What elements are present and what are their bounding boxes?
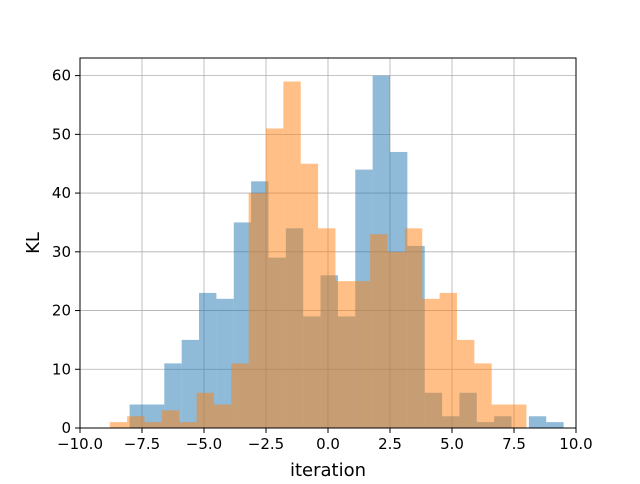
x-tick-label: 10.0: [559, 435, 592, 453]
x-tick-label: 7.5: [502, 435, 526, 453]
histogram-bar-series-2: [231, 363, 249, 428]
x-tick-label: −10.0: [57, 435, 103, 453]
histogram-bar-series-2: [161, 410, 180, 428]
histogram-bar-series-2: [179, 422, 197, 428]
histogram-bar-series-2: [422, 298, 440, 428]
y-tick-label: 30: [52, 243, 71, 261]
histogram-bar-series-2: [213, 404, 232, 428]
histogram-bar-series-2: [474, 363, 492, 428]
histogram-bar-series-2: [248, 193, 266, 428]
y-axis-label: KL: [23, 232, 44, 254]
y-ticks: 0 10 20 30 40 50 60: [52, 67, 80, 437]
y-tick-label: 40: [52, 184, 71, 202]
histogram-bar-series-2: [283, 81, 301, 428]
histogram-bar-series-2: [439, 292, 457, 428]
y-tick-label: 10: [52, 360, 71, 378]
histogram-bar-series-2: [144, 422, 162, 428]
histogram-bar-series-2: [266, 128, 284, 428]
histogram-bar-series-2: [109, 422, 128, 428]
x-tick-label: −5.0: [186, 435, 222, 453]
histogram-bar-series-2: [335, 281, 353, 428]
histogram-bar-series-2: [509, 404, 527, 428]
x-tick-label: −2.5: [248, 435, 284, 453]
x-tick-label: 2.5: [378, 435, 402, 453]
histogram-bar-series-2: [370, 234, 388, 428]
x-axis-label: iteration: [290, 460, 366, 480]
histogram-bar-series-1: [181, 339, 200, 428]
histogram-bar-series-1: [546, 422, 564, 428]
y-tick-label: 0: [61, 419, 71, 437]
histogram-bar-series-2: [491, 404, 510, 428]
histogram-bar-series-2: [196, 392, 214, 428]
x-ticks: −10.0 −7.5 −5.0 −2.5 0.0 2.5 5.0 7.5 10.0: [57, 428, 593, 453]
y-tick-label: 20: [52, 302, 71, 320]
histogram-bar-series-1: [528, 416, 547, 428]
x-tick-label: −7.5: [124, 435, 160, 453]
histogram-bar-series-2: [387, 251, 405, 428]
y-tick-label: 60: [52, 67, 71, 85]
x-tick-label: 0.0: [316, 435, 340, 453]
histogram-bar-series-2: [127, 416, 145, 428]
histogram-bar-series-2: [318, 228, 336, 428]
histogram-bar-series-2: [300, 163, 319, 428]
histogram-bar-series-2: [404, 228, 423, 428]
y-tick-label: 50: [52, 125, 71, 143]
histogram-bar-series-1: [216, 298, 234, 428]
histogram-bar-series-2: [456, 339, 475, 428]
histogram-bar-series-2: [352, 281, 371, 428]
bars-layer: [109, 75, 564, 429]
x-tick-label: 5.0: [440, 435, 464, 453]
